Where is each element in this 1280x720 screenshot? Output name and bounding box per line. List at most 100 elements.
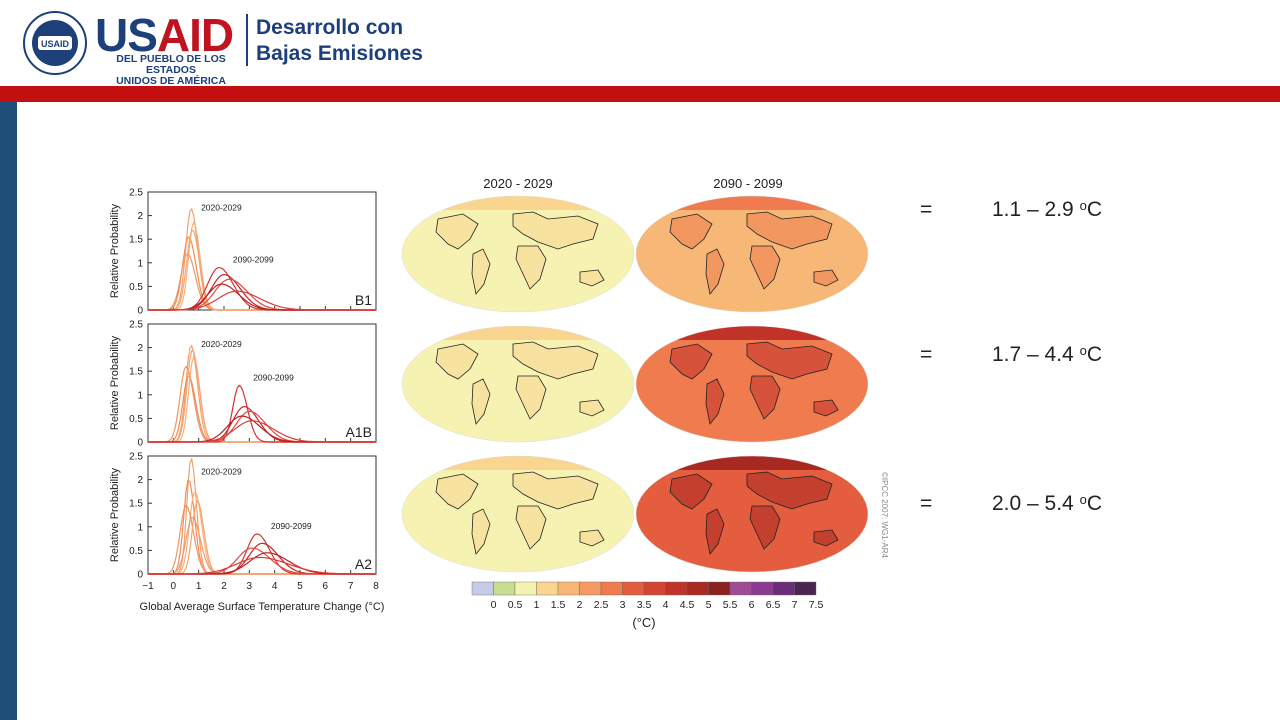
map-arctic-band bbox=[402, 326, 634, 340]
y-tick-label: 0.5 bbox=[129, 282, 143, 293]
map-2-right bbox=[635, 455, 869, 573]
continent-outline bbox=[669, 473, 713, 510]
header-red-bar bbox=[0, 86, 1280, 102]
map-south-band bbox=[636, 424, 868, 442]
map-south-band bbox=[402, 424, 634, 442]
map-arctic-band bbox=[402, 456, 634, 470]
continent-outline bbox=[705, 508, 725, 555]
continent-outline bbox=[512, 211, 599, 250]
result-a2: = 2.0 – 5.4 oC bbox=[920, 492, 1102, 515]
colorbar-swatch bbox=[536, 581, 559, 596]
y-axis-label: Relative Probability bbox=[109, 467, 121, 562]
map-arctic-band bbox=[636, 196, 868, 210]
curve-2090-2099 bbox=[148, 420, 376, 443]
colorbar-swatch bbox=[686, 581, 709, 596]
y-tick-label: 2.5 bbox=[129, 452, 143, 463]
x-tick-label: 4 bbox=[272, 581, 278, 592]
colorbar-swatch bbox=[557, 581, 580, 596]
colorbar-swatch bbox=[579, 581, 602, 596]
label-2020-2029: 2020-2029 bbox=[201, 203, 242, 213]
colorbar-tick-label: 2 bbox=[577, 599, 583, 611]
label-2090-2099: 2090-2099 bbox=[253, 372, 294, 382]
panel-label: A1B bbox=[346, 424, 372, 440]
x-tick-label: 6 bbox=[323, 581, 329, 592]
continent-outline bbox=[435, 343, 479, 380]
label-2090-2099: 2090-2099 bbox=[233, 255, 274, 265]
y-tick-label: 0 bbox=[137, 570, 143, 581]
y-tick-label: 0.5 bbox=[129, 546, 143, 557]
continent-outline bbox=[471, 248, 491, 295]
colorbar-swatch bbox=[772, 581, 795, 596]
colorbar-tick-label: 7.5 bbox=[809, 599, 824, 611]
y-tick-label: 0.5 bbox=[129, 414, 143, 425]
probability-plots: 0 0.5 1 1.5 2 2.5 Relative Probability 2020-202… bbox=[109, 188, 384, 614]
x-tick-label: 8 bbox=[373, 581, 379, 592]
continent-outline bbox=[579, 529, 605, 547]
usaid-seal-logo: USAID bbox=[23, 11, 87, 75]
panel-b1: 0 0.5 1 1.5 2 2.5 Relative Probability 2020-202… bbox=[109, 188, 377, 317]
colorbar-tick-label: 1.5 bbox=[551, 599, 566, 611]
x-tick-label: 3 bbox=[247, 581, 253, 592]
y-tick-label: 1.5 bbox=[129, 499, 143, 510]
continent-outline bbox=[512, 471, 599, 510]
continent-outline bbox=[746, 341, 833, 380]
map-border bbox=[635, 195, 869, 313]
colorbar-tick-label: 5.5 bbox=[723, 599, 738, 611]
y-axis-label: Relative Probability bbox=[109, 335, 121, 430]
map-south-band bbox=[402, 294, 634, 312]
x-tick-label: 5 bbox=[297, 581, 303, 592]
y-tick-label: 2 bbox=[137, 343, 143, 354]
left-blue-bar bbox=[0, 102, 17, 720]
continent-outline bbox=[515, 245, 547, 290]
continent-outline bbox=[579, 399, 605, 417]
page-title: Desarrollo con Bajas Emisiones bbox=[256, 16, 423, 65]
colorbar-swatch bbox=[729, 581, 752, 596]
x-tick-label: 1 bbox=[196, 581, 202, 592]
label-2020-2029: 2020-2029 bbox=[201, 467, 242, 477]
map-arctic-band bbox=[402, 196, 634, 210]
temperature-maps: 2020 - 2029 2090 - 2099 ©IPCC 2007: WG1-AR… bbox=[401, 176, 889, 573]
continent-outline bbox=[515, 505, 547, 550]
continent-outline bbox=[749, 375, 781, 420]
colorbar-tick-label: 2.5 bbox=[594, 599, 609, 611]
y-tick-label: 2 bbox=[137, 475, 143, 486]
continent-outline bbox=[471, 378, 491, 425]
colorbar-swatch bbox=[665, 581, 688, 596]
continent-outline bbox=[746, 211, 833, 250]
colorbar-tick-label: 7 bbox=[792, 599, 798, 611]
result-b1: = 1.1 – 2.9 oC bbox=[920, 198, 1102, 221]
y-tick-label: 1.5 bbox=[129, 367, 143, 378]
colorbar-tick-label: 6.5 bbox=[766, 599, 781, 611]
continent-outline bbox=[813, 399, 839, 417]
colorbar-swatch bbox=[708, 581, 731, 596]
y-tick-label: 0 bbox=[137, 306, 143, 317]
colorbar-swatch bbox=[514, 581, 537, 596]
colorbar-swatch bbox=[643, 581, 666, 596]
continent-outline bbox=[705, 248, 725, 295]
continent-outline bbox=[705, 378, 725, 425]
map-0-right bbox=[635, 195, 869, 313]
ipcc-figure: 0 0.5 1 1.5 2 2.5 Relative Probability 2020-202… bbox=[109, 176, 889, 630]
header: USAID USAID DEL PUEBLO DE LOS ESTADOS UN… bbox=[0, 0, 1280, 87]
curve-2090-2099 bbox=[148, 556, 376, 575]
colorbar-swatch bbox=[622, 581, 645, 596]
label-2020-2029: 2020-2029 bbox=[201, 339, 242, 349]
continent-outline bbox=[813, 529, 839, 547]
seal-text: USAID bbox=[41, 39, 70, 49]
colorbar-tick-label: 6 bbox=[749, 599, 755, 611]
colorbar-tick-label: 3 bbox=[620, 599, 626, 611]
continent-outline bbox=[579, 269, 605, 287]
colorbar-tick-label: 0 bbox=[491, 599, 497, 611]
map-title-2020: 2020 - 2029 bbox=[483, 176, 552, 191]
map-2-left bbox=[401, 455, 635, 573]
colorbar-tick-label: 4.5 bbox=[680, 599, 695, 611]
map-1-left bbox=[401, 325, 635, 443]
result-a1b: = 1.7 – 4.4 oC bbox=[920, 343, 1102, 366]
continent-outline bbox=[435, 213, 479, 250]
map-border bbox=[401, 195, 635, 313]
x-axis-label: Global Average Surface Temperature Chang… bbox=[140, 601, 385, 613]
curve-2090-2099 bbox=[148, 290, 376, 311]
continent-outline bbox=[749, 505, 781, 550]
map-south-band bbox=[636, 554, 868, 572]
